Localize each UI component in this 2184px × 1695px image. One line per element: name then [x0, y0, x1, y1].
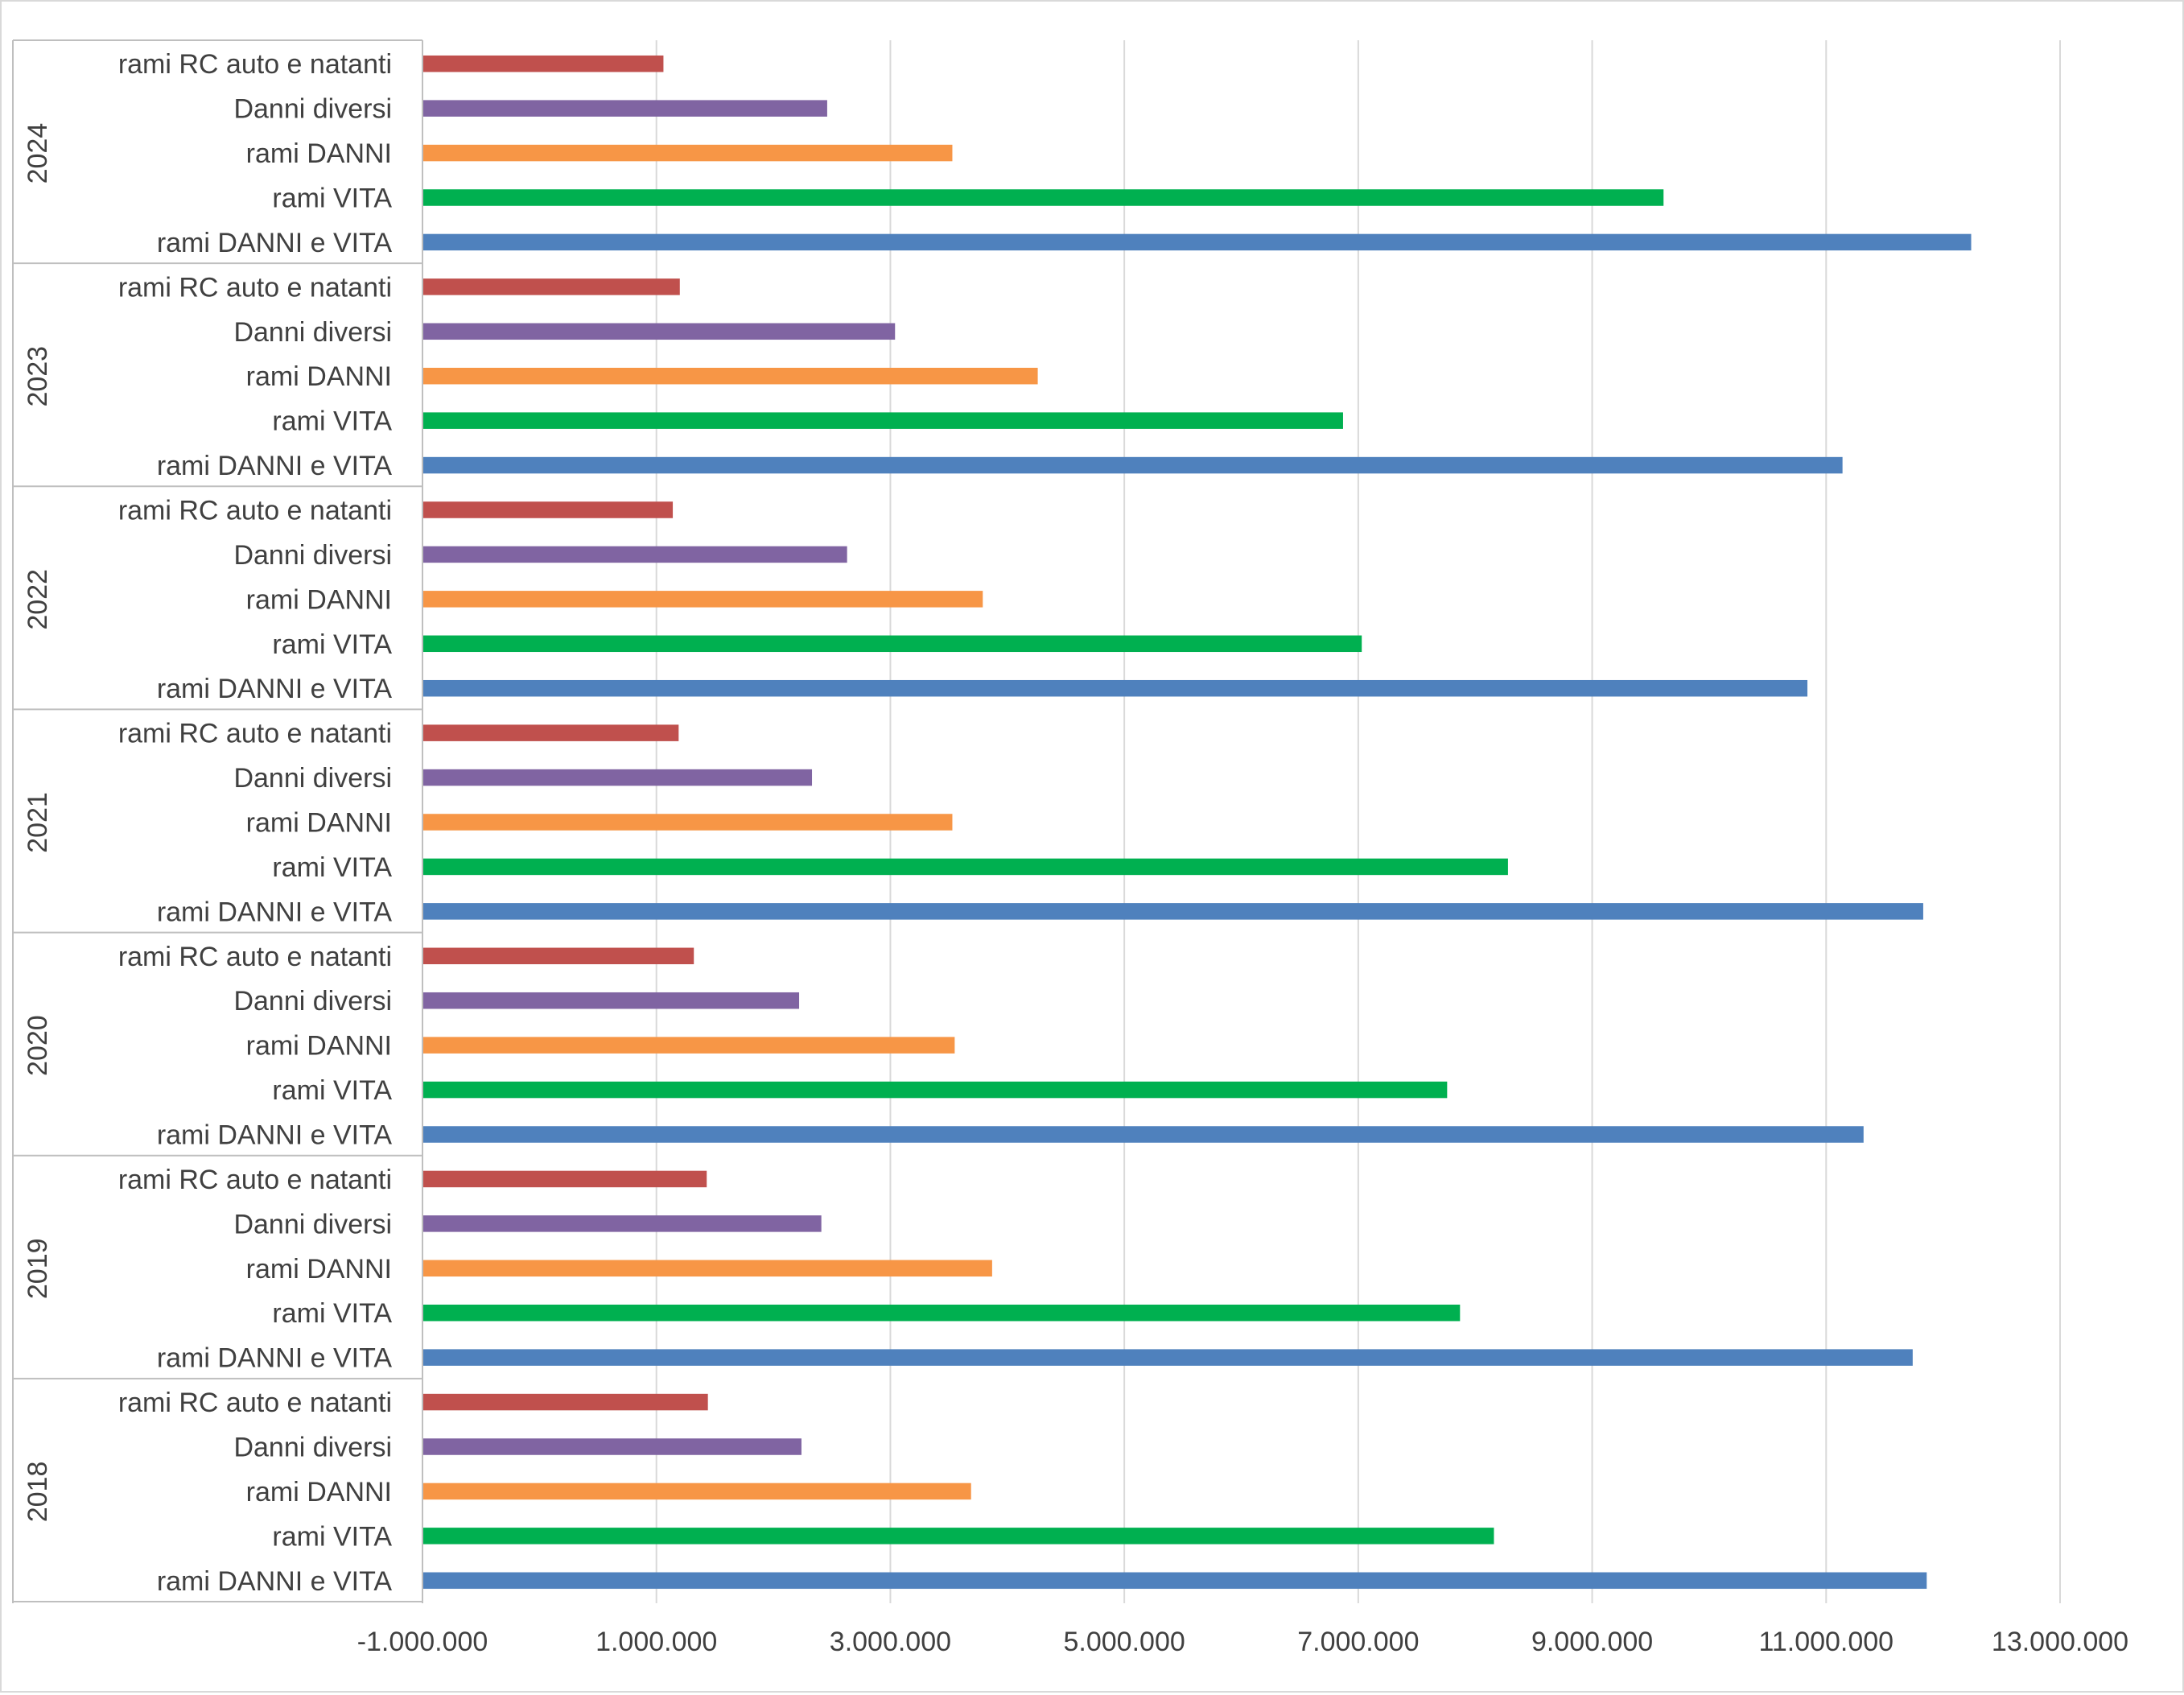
- category-label: rami VITA: [272, 629, 392, 660]
- bar: [422, 546, 847, 563]
- category-label: rami RC auto e natanti: [118, 1165, 392, 1195]
- x-tick-label: 9.000.000: [1531, 1627, 1653, 1657]
- category-label: rami DANNI: [246, 584, 392, 615]
- x-tick-label: 13.000.000: [1992, 1627, 2128, 1657]
- category-label: Danni diversi: [233, 986, 392, 1017]
- x-tick-label: 11.000.000: [1758, 1627, 1893, 1657]
- category-label: rami RC auto e natanti: [118, 1388, 392, 1418]
- category-label: Danni diversi: [233, 540, 392, 571]
- bar: [422, 1126, 1864, 1143]
- x-tick-label: -1.000.000: [357, 1627, 488, 1657]
- category-label: rami DANNI e VITA: [157, 1120, 393, 1151]
- bar: [422, 55, 664, 72]
- category-label: rami DANNI e VITA: [157, 1566, 393, 1597]
- axes: [12, 39, 423, 1603]
- bar: [422, 1037, 955, 1054]
- x-tick-label: 3.000.000: [830, 1627, 951, 1657]
- category-label: rami VITA: [272, 1298, 392, 1329]
- bar: [422, 858, 1508, 876]
- category-label: rami DANNI e VITA: [157, 451, 393, 481]
- category-label: rami DANNI: [246, 138, 392, 169]
- category-label: rami DANNI: [246, 808, 392, 839]
- x-tick-label: 7.000.000: [1297, 1627, 1419, 1657]
- category-label: Danni diversi: [233, 94, 392, 125]
- category-label: rami DANNI: [246, 361, 392, 392]
- bar: [422, 1349, 1913, 1366]
- bars: [422, 55, 1972, 1590]
- x-tick-label: 5.000.000: [1064, 1627, 1185, 1657]
- category-label: rami VITA: [272, 184, 392, 214]
- bar: [422, 992, 800, 1009]
- category-label: rami DANNI e VITA: [157, 897, 393, 927]
- bar: [422, 724, 679, 741]
- bar: [422, 367, 1038, 385]
- bar: [422, 769, 813, 786]
- bar: [422, 189, 1664, 206]
- category-label: rami VITA: [272, 1521, 392, 1552]
- year-label: 2019: [23, 1238, 53, 1299]
- category-label: rami VITA: [272, 406, 392, 437]
- bar: [422, 323, 896, 340]
- bar: [422, 1483, 971, 1500]
- bar: [422, 1081, 1448, 1099]
- bar: [422, 1304, 1461, 1322]
- year-label: 2020: [23, 1015, 53, 1076]
- bar: [422, 144, 953, 162]
- x-tick-label: 1.000.000: [595, 1627, 717, 1657]
- bar: [422, 233, 1972, 251]
- bar: [422, 501, 674, 518]
- bar: [422, 679, 1808, 697]
- bar: [422, 591, 983, 608]
- category-label: rami DANNI e VITA: [157, 674, 393, 704]
- category-label: rami DANNI: [246, 1477, 392, 1507]
- category-label: rami VITA: [272, 852, 392, 883]
- year-label: 2024: [23, 123, 53, 184]
- bar: [422, 100, 827, 117]
- bar: [422, 1572, 1927, 1590]
- year-label: 2021: [23, 792, 53, 853]
- category-label: rami RC auto e natanti: [118, 272, 392, 303]
- year-label: 2018: [23, 1462, 53, 1523]
- category-label: rami RC auto e natanti: [118, 49, 392, 80]
- year-label: 2022: [23, 569, 53, 630]
- category-label: rami RC auto e natanti: [118, 719, 392, 749]
- year-label: 2023: [23, 346, 53, 407]
- bar: [422, 635, 1362, 653]
- bar: [422, 1393, 708, 1411]
- category-label: Danni diversi: [233, 317, 392, 348]
- category-label: rami RC auto e natanti: [118, 496, 392, 526]
- bar: [422, 1438, 801, 1455]
- category-label: rami VITA: [272, 1075, 392, 1106]
- category-label: Danni diversi: [233, 1433, 392, 1463]
- bar: [422, 278, 680, 295]
- category-label: rami DANNI e VITA: [157, 1343, 393, 1374]
- bar: [422, 1170, 707, 1188]
- category-label: rami DANNI: [246, 1031, 392, 1062]
- bar: [422, 456, 1843, 474]
- labels: -1.000.000 1.000.000 3.000.000 5.000.000 7.0…: [23, 49, 2128, 1657]
- bar: [422, 1215, 822, 1232]
- gridlines: [655, 40, 2061, 1603]
- category-label: rami DANNI: [246, 1254, 392, 1285]
- bar: [422, 947, 694, 965]
- category-label: rami DANNI e VITA: [157, 228, 393, 258]
- bar: [422, 903, 1923, 920]
- bar: [422, 814, 953, 831]
- category-label: Danni diversi: [233, 1209, 392, 1239]
- bar: [422, 1260, 992, 1277]
- bar: [422, 1528, 1494, 1544]
- category-label: rami RC auto e natanti: [118, 942, 392, 972]
- bar: [422, 412, 1343, 429]
- category-label: Danni diversi: [233, 763, 392, 794]
